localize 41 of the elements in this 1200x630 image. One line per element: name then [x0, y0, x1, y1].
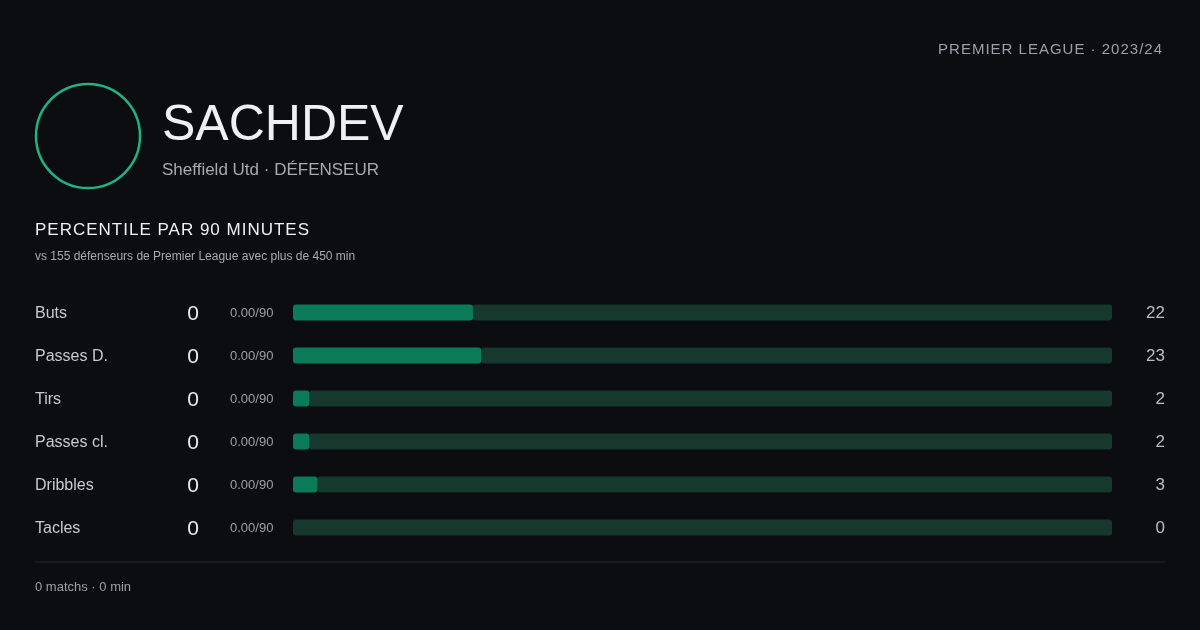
y-tick-label: Buts — [35, 304, 68, 322]
text: 0 — [187, 386, 199, 410]
bar — [481, 347, 1112, 364]
bar — [293, 304, 474, 321]
y-tick-label: Passes cl. — [35, 433, 108, 451]
bar — [317, 476, 1112, 493]
data-label: 23 — [1146, 346, 1165, 366]
text: 0 — [187, 429, 199, 453]
text: 0.00/90 — [230, 391, 274, 407]
bar — [309, 390, 1112, 407]
bar — [293, 433, 310, 450]
text: 0 matchs · 0 min — [35, 579, 132, 594]
text: 0 — [187, 472, 199, 496]
bar — [293, 519, 1112, 536]
data-label: 2 — [1155, 432, 1165, 452]
text: PERCENTILE PAR 90 MINUTES — [35, 220, 311, 239]
text: 0.00/90 — [230, 434, 274, 450]
bar — [473, 304, 1112, 321]
data-label: 0 — [1155, 518, 1165, 538]
bar — [293, 390, 310, 407]
bar — [293, 476, 318, 493]
bar — [293, 347, 482, 364]
text: 0.00/90 — [230, 477, 274, 493]
data-label: 22 — [1146, 303, 1165, 323]
data-label: 2 — [1155, 389, 1165, 409]
chart-title: SACHDEV — [162, 95, 405, 151]
y-tick-label: Dribbles — [35, 476, 94, 494]
text: 0.00/90 — [230, 520, 274, 536]
text: vs 155 défenseurs de Premier League avec plus de 450 min — [35, 249, 356, 263]
text: 0.00/90 — [230, 348, 274, 364]
data-label: 3 — [1155, 475, 1165, 495]
text: 0 — [187, 300, 199, 324]
text: 0 — [187, 515, 199, 539]
text: PREMIER LEAGUE · 2023/24 — [938, 40, 1163, 57]
text: 0 — [187, 343, 199, 367]
y-tick-label: Tacles — [35, 519, 81, 537]
bar — [309, 433, 1112, 450]
y-tick-label: Passes D. — [35, 347, 108, 365]
chart-subtitle: Sheffield Utd · DÉFENSEUR — [162, 160, 379, 179]
text: 0.00/90 — [230, 305, 274, 321]
y-tick-label: Tirs — [35, 390, 62, 408]
